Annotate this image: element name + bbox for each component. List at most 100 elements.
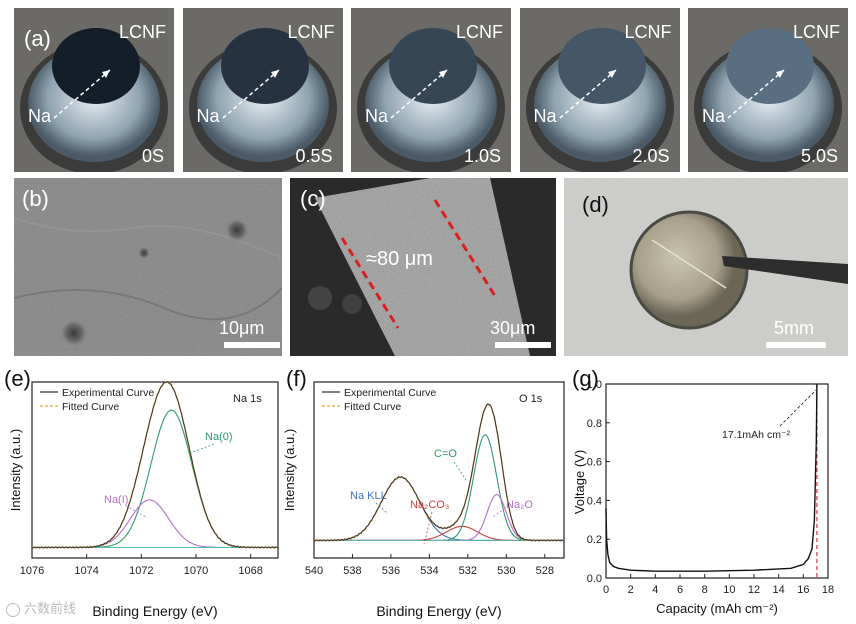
na-label: Na [533,106,557,126]
frame-1.0S: Na LCNF 1.0S [351,8,511,172]
thickness-marker-left [340,237,400,329]
x-tick-label: 8 [702,584,708,596]
y-tick-label: 0.2 [587,534,602,546]
x-tick-label: 18 [822,584,834,596]
x-tick-label: 532 [459,565,477,577]
panel-b-scale-bar [224,342,280,348]
sem-surface-graphic [14,178,282,356]
wetting-frame-graphic [688,8,848,172]
plot-frame-g [605,383,829,579]
y-axis-label-e: Intensity (a.u.) [8,429,23,511]
x-tick-label: 1068 [238,565,262,577]
panel-b-label: (b) [22,186,49,211]
annotation-capacity: 17.1mAh cm⁻² [722,429,790,441]
plot-frame-e [31,381,279,559]
watermark: 六数前线 [6,598,76,617]
x-tick-label: 10 [723,584,735,596]
x-tick-label: 536 [382,565,400,577]
experimental-curve [313,403,565,542]
x-tick-label: 14 [773,584,785,596]
annotation-nai: Na(I) [104,494,128,506]
annotation-na2o: Na₂O [506,499,533,511]
chart-o1s: (f) 540 538 536 534 532 530 528 Experimental C… [284,366,565,619]
plot-frame-f [313,381,565,559]
experimental-curve [31,380,279,549]
na-label: Na [702,106,726,126]
na-label: Na [28,106,52,126]
x-tick-label: 12 [748,584,760,596]
y-tick-label: 0.0 [587,573,602,585]
fitted-curve [314,403,564,542]
x-tick-label: 1072 [129,565,153,577]
thickness-marker-right [433,199,497,297]
x-tick-label: 534 [420,565,438,577]
panel-d-scale-text: 5mm [774,318,814,338]
arrow-na2o [491,505,509,519]
x-axis-label-f: Binding Energy (eV) [376,603,501,619]
panel-a-label: (a) [24,26,51,51]
annotation-na0: Na(0) [205,431,233,443]
panel-d-label: (d) [582,192,609,217]
x-tick-label: 4 [652,584,658,596]
x-tick-label: 1070 [184,565,208,577]
y-axis-label-f: Intensity (a.u.) [284,429,297,511]
chart-f-title: O 1s [519,393,543,405]
x-ticks-e: 1076 1074 1072 1070 1068 [20,554,263,577]
y-tick-label: 1.0 [587,379,602,391]
time-label: 1.0S [463,146,501,166]
ticks-g: 0 2 4 6 8 10 12 14 16 18 0.0 0.2 0.4 0.6 0.8 1.0 [587,379,834,596]
annotation-na2co3: Na₂CO₃ [410,499,449,511]
panel-f-label: (f) [286,366,307,391]
x-ticks-f: 540 538 536 534 532 530 528 [305,554,554,577]
time-label: 2.0S [632,146,670,166]
legend-exp-label-e: Experimental Curve [62,387,154,399]
y-tick-label: 0.8 [587,418,602,430]
component-peak [32,499,278,548]
x-tick-label: 2 [628,584,634,596]
panel-g-label: (g) [572,366,599,391]
x-tick-label: 530 [497,565,515,577]
x-tick-label: 1076 [20,565,44,577]
panel-a: Na LCNF 5.0S Na LCNF 2.0S Na LCNF 1.0S Na LCNF 0.5S… [14,8,848,172]
frame-0S: Na LCNF 0S [14,8,174,172]
time-label: 0.5S [295,146,333,166]
panel-d-scale-bar [766,342,826,348]
legend-fit-label-f: Fitted Curve [344,401,401,413]
panel-c-label: (c) [300,186,326,211]
x-tick-label: 6 [677,584,683,596]
lcnf-label: LCNF [624,22,672,42]
wetting-frame-graphic [519,8,680,172]
arrow-nakll [375,502,389,515]
wetting-frame-graphic [351,8,511,172]
chart-e-title: Na 1s [233,393,262,405]
x-tick-label: 16 [797,584,809,596]
x-tick-label: 528 [536,565,554,577]
x-axis-label-e: Binding Energy (eV) [92,603,217,619]
curves-e [31,380,279,549]
watermark-logo-icon [6,602,20,617]
frame-0.5S: Na LCNF 0.5S [182,8,343,172]
lcnf-label: LCNF [118,22,166,42]
wetting-frame-graphic [14,8,174,172]
wetting-frame-graphic [182,8,343,172]
watermark-text: 六数前线 [24,602,77,617]
panel-c-scale-bar [495,342,551,348]
legend-fit-label-e: Fitted Curve [62,401,119,413]
panel-e-label: (e) [4,366,31,391]
x-tick-label: 1074 [74,565,98,577]
frame-5.0S: Na LCNF 5.0S [688,8,848,172]
na-label: Na [196,106,220,126]
panel-d-photo: (d) 5mm [564,178,848,356]
legend-exp-label-f: Experimental Curve [344,387,436,399]
panel-b-sem-image: (b) 10μm [14,178,282,356]
panel-c-sem-image: (c) ≈80 μm 30μm [290,178,556,356]
na-label: Na [365,106,389,126]
arrow-na0 [187,443,215,455]
curves-f [313,403,565,542]
curves-g [605,383,818,578]
component-peak [32,409,278,548]
x-tick-label: 538 [343,565,361,577]
lcnf-label: LCNF [792,22,840,42]
sem-cross-section-graphic [290,178,556,356]
arrow-na2co3 [423,511,433,545]
